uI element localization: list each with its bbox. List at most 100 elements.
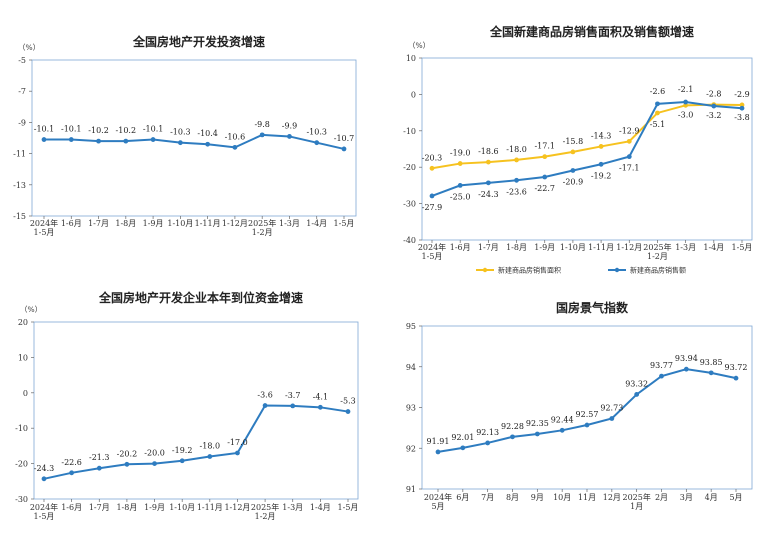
data-label: -10.2 <box>116 126 137 135</box>
y-tick-label: 0 <box>411 90 416 99</box>
data-point <box>287 134 292 139</box>
x-tick-label: 2月 <box>655 493 668 502</box>
data-label: -20.3 <box>422 153 443 162</box>
x-tick-label: 1-10月 <box>169 503 195 512</box>
x-tick-label: 5月 <box>729 493 742 502</box>
y-tick-label: 0 <box>23 389 28 398</box>
x-tick-label-line: 1-5月 <box>422 252 443 261</box>
x-tick-label: 2024年 1-5月 <box>30 502 58 521</box>
data-point <box>733 375 739 381</box>
data-point <box>150 137 156 142</box>
y-tick-label: -11 <box>13 150 26 159</box>
data-point <box>570 168 576 173</box>
y-tick-label: 95 <box>406 322 416 331</box>
data-point <box>559 427 565 433</box>
data-label: -5.1 <box>650 120 665 129</box>
data-point <box>41 476 47 482</box>
y-tick-label: -40 <box>403 236 416 245</box>
x-tick-label: 1-8月 <box>115 219 136 228</box>
data-point <box>179 458 185 464</box>
data-point <box>598 161 604 167</box>
x-tick-label: 1-7月 <box>88 219 109 228</box>
x-tick-label-line: 2024年 <box>30 502 58 512</box>
data-label: -10.1 <box>61 125 82 134</box>
x-tick-label-line: 1-10月 <box>560 243 586 252</box>
x-tick-label: 2025年 1-2月 <box>248 218 276 237</box>
data-label: 93.32 <box>625 379 648 388</box>
data-label: -10.3 <box>170 128 191 137</box>
x-tick-label-line: 1-11月 <box>197 503 223 512</box>
chart-climate-index: 国房景气指数 95 94 93 92 91 2024年 5月 6月 7月 8月 9月 10月 11月 12月… <box>386 280 772 537</box>
data-label: -22.6 <box>61 458 82 467</box>
data-label: -25.0 <box>450 192 471 201</box>
x-tick-label: 1-5月 <box>732 243 753 252</box>
data-point <box>510 434 515 440</box>
data-point <box>314 140 320 146</box>
data-label: 92.01 <box>451 433 474 442</box>
data-label: -24.3 <box>34 464 55 473</box>
x-tick-label: 1-7月 <box>478 243 499 252</box>
data-point <box>534 431 540 437</box>
x-tick-label-line: 2024年 <box>418 242 446 252</box>
data-label: -12.9 <box>619 126 640 135</box>
data-label: -19.2 <box>172 446 193 455</box>
y-unit-label: （%） <box>408 41 430 50</box>
data-point <box>259 132 265 138</box>
x-tick-label: 1-5月 <box>338 503 359 512</box>
data-label: -18.0 <box>506 145 527 154</box>
series-line <box>431 101 743 197</box>
x-tick-label-line: 1-7月 <box>88 219 109 228</box>
data-label: -14.3 <box>591 131 612 140</box>
data-label: -9.9 <box>282 121 297 130</box>
x-tick-label: 2025年 1-2月 <box>643 242 671 261</box>
x-tick-label-line: 1-8月 <box>115 219 136 228</box>
series-line <box>44 133 345 150</box>
data-point <box>655 101 660 107</box>
y-tick-label: 20 <box>18 318 28 327</box>
y-tick-label: 10 <box>18 353 28 362</box>
x-tick-label-line: 1-6月 <box>61 503 82 512</box>
data-label: -9.8 <box>254 120 269 129</box>
x-tick-label-line: 1-7月 <box>89 503 110 512</box>
data-label: 92.44 <box>551 415 574 424</box>
data-point <box>626 138 632 144</box>
x-tick-label-line: 1-7月 <box>478 243 499 252</box>
x-tick-label-line: 1-5月 <box>34 228 55 237</box>
x-tick-label: 6月 <box>456 493 469 502</box>
x-tick-label-line: 1-11月 <box>195 219 221 228</box>
x-tick-label-line: 1月 <box>630 502 643 511</box>
plot-frame <box>31 59 357 217</box>
x-tick-label-line: 5月 <box>431 502 444 511</box>
x-tick-label: 1-3月 <box>279 219 300 228</box>
x-tick-label-line: 1-3月 <box>282 503 303 512</box>
data-point <box>205 141 211 147</box>
x-tick-label: 1-3月 <box>675 243 696 252</box>
data-label: 92.28 <box>501 422 524 431</box>
data-point <box>177 140 183 146</box>
x-tick-label-line: 1-2月 <box>252 228 273 237</box>
data-point <box>634 392 640 397</box>
x-tick-label-line: 2024年 <box>30 218 58 228</box>
x-tick-label-line: 1-2月 <box>255 512 276 521</box>
data-label: 92.35 <box>526 419 549 428</box>
x-tick-label-line: 2025年 <box>643 242 671 252</box>
data-label: -20.2 <box>117 449 138 458</box>
x-tick-label: 9月 <box>531 493 544 502</box>
x-tick-label: 1-8月 <box>506 243 527 252</box>
data-point <box>429 165 435 171</box>
x-tick-label: 1-10月 <box>167 219 193 228</box>
data-point <box>69 470 75 476</box>
y-tick-label: 94 <box>406 363 416 372</box>
x-tick-label: 8月 <box>506 493 519 502</box>
y-tick-label: -9 <box>18 118 26 127</box>
data-point <box>124 461 130 467</box>
data-label: 93.72 <box>725 363 748 372</box>
x-tick-label: 1-8月 <box>116 503 137 512</box>
data-label: -10.3 <box>306 128 327 137</box>
data-point <box>570 149 576 155</box>
x-tick-label-line: 6月 <box>456 493 469 502</box>
x-tick-label: 7月 <box>481 493 494 502</box>
data-point <box>232 144 238 150</box>
x-tick-label-line: 1-9月 <box>534 243 555 252</box>
x-tick-label-line: 1-8月 <box>506 243 527 252</box>
